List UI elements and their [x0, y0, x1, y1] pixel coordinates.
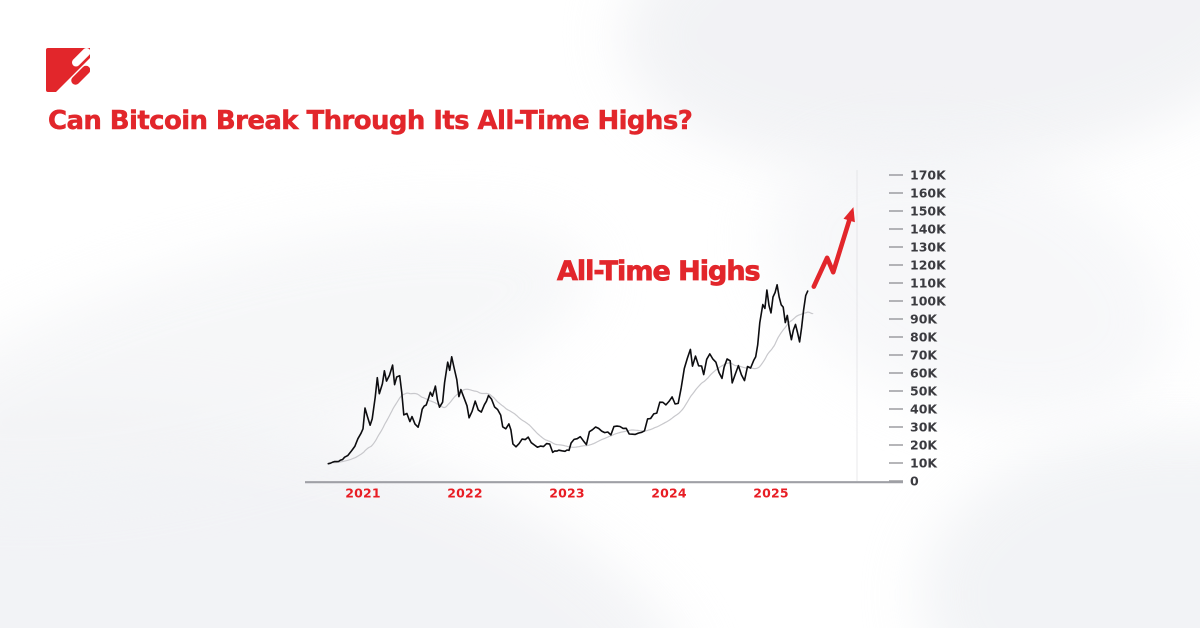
- chart-annotation-label: All-Time Highs: [557, 256, 761, 288]
- y-axis-label: 90K: [910, 312, 938, 327]
- y-axis-label: 70K: [910, 348, 938, 363]
- y-axis-label: 150K: [910, 204, 947, 219]
- y-axis-label: 80K: [910, 330, 938, 345]
- y-axis-label: 60K: [910, 366, 938, 381]
- brand-logo-icon: [46, 48, 90, 92]
- logo-slash-red: [71, 65, 90, 85]
- y-axis-label: 130K: [910, 240, 947, 255]
- y-axis-label: 160K: [910, 186, 947, 201]
- y-axis-label: 40K: [910, 402, 938, 417]
- x-axis-label: 2021: [345, 486, 381, 501]
- y-axis-label: 120K: [910, 258, 947, 273]
- logo-slash-white: [72, 48, 90, 67]
- y-axis-label: 50K: [910, 384, 938, 399]
- y-axis-label: 100K: [910, 294, 947, 309]
- y-axis-label: 110K: [910, 276, 947, 291]
- trend-line: [333, 311, 814, 464]
- x-axis-label: 2025: [753, 486, 789, 501]
- x-axis-label: 2023: [549, 486, 585, 501]
- y-axis-label: 170K: [910, 168, 947, 183]
- x-axis-label: 2024: [651, 486, 687, 501]
- y-axis-label: 10K: [910, 456, 938, 471]
- projection-arrow-shaft: [811, 210, 854, 289]
- x-axis-label: 2022: [447, 486, 483, 501]
- y-axis-label: 0: [910, 474, 919, 489]
- y-axis-label: 30K: [910, 420, 938, 435]
- price-line: [327, 284, 809, 465]
- y-axis-label: 20K: [910, 438, 938, 453]
- page-title: Can Bitcoin Break Through Its All-Time H…: [48, 106, 693, 137]
- projection-arrow-head: [843, 207, 855, 223]
- y-axis-label: 140K: [910, 222, 947, 237]
